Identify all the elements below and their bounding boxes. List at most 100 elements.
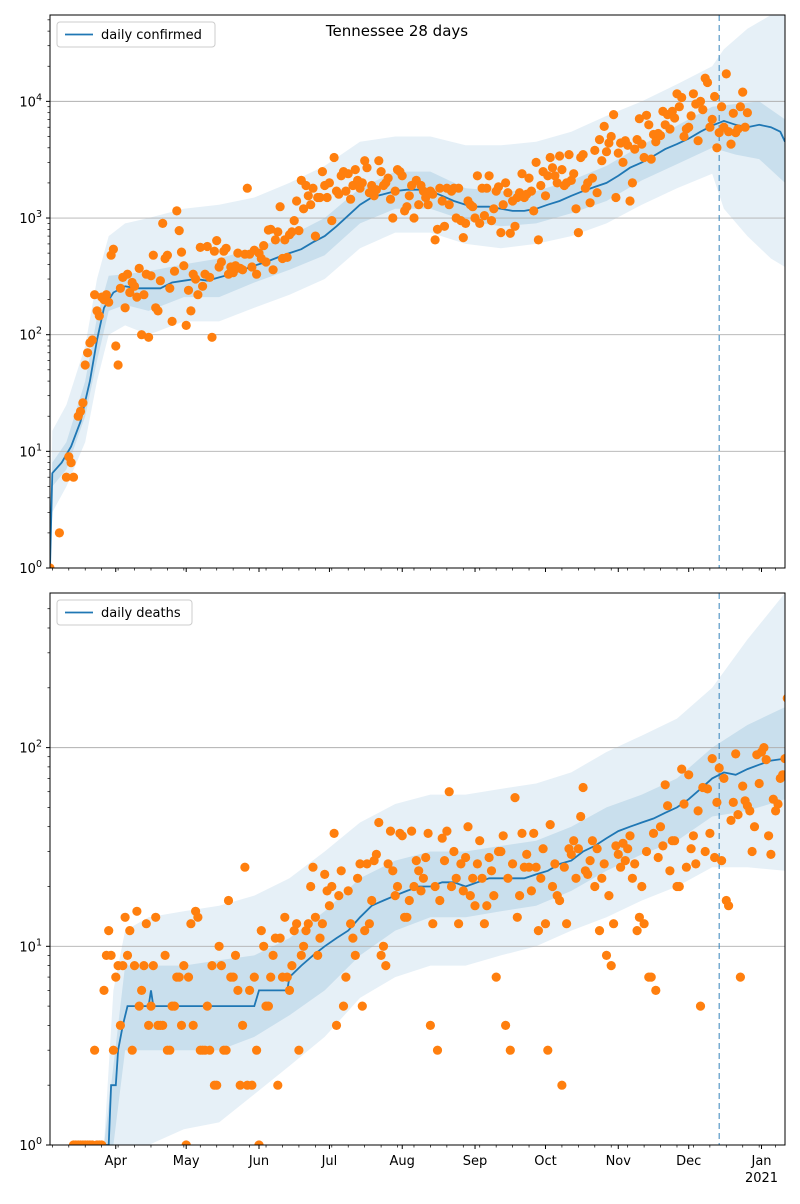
y-tick-label: 103 — [19, 209, 42, 227]
observed-point — [67, 458, 76, 467]
observed-point — [574, 228, 583, 237]
plot-area — [50, 593, 800, 1150]
observed-point — [146, 1002, 155, 1011]
y-tick-label: 100 — [19, 1136, 42, 1154]
observed-point — [109, 1046, 118, 1055]
observed-point — [487, 866, 496, 875]
observed-point — [433, 1046, 442, 1055]
observed-point — [177, 1021, 186, 1030]
observed-point — [468, 202, 477, 211]
observed-point — [637, 882, 646, 891]
observed-point — [391, 891, 400, 900]
observed-point — [640, 919, 649, 928]
observed-point — [269, 951, 278, 960]
observed-point — [647, 973, 656, 982]
observed-point — [271, 235, 280, 244]
observed-point — [532, 863, 541, 872]
observed-point — [273, 1081, 282, 1090]
observed-point — [398, 831, 407, 840]
observed-point — [304, 919, 313, 928]
observed-point — [630, 859, 639, 868]
observed-point — [790, 723, 799, 732]
observed-point — [755, 779, 764, 788]
observed-point — [304, 191, 313, 200]
observed-point — [217, 961, 226, 970]
observed-point — [426, 1021, 435, 1030]
observed-point — [146, 271, 155, 280]
observed-point — [78, 398, 87, 407]
observed-point — [602, 147, 611, 156]
observed-point — [384, 174, 393, 183]
observed-point — [116, 1021, 125, 1030]
chart-title: Tennessee 28 days — [325, 22, 468, 40]
observed-point — [231, 951, 240, 960]
observed-point — [546, 153, 555, 162]
observed-point — [170, 267, 179, 276]
observed-point — [414, 200, 423, 209]
observed-point — [224, 896, 233, 905]
observed-point — [658, 841, 667, 850]
observed-point — [222, 244, 231, 253]
observed-point — [405, 896, 414, 905]
observed-point — [245, 986, 254, 995]
observed-point — [346, 919, 355, 928]
observed-point — [785, 735, 794, 744]
observed-point — [116, 284, 125, 293]
observed-point — [168, 317, 177, 326]
observed-point — [557, 1081, 566, 1090]
observed-point — [724, 901, 733, 910]
observed-point — [475, 836, 484, 845]
observed-point — [285, 986, 294, 995]
x-tick-label: Sep — [463, 1154, 488, 1169]
observed-point — [88, 335, 97, 344]
observed-point — [562, 919, 571, 928]
observed-point — [428, 919, 437, 928]
plot-area — [45, 15, 785, 573]
observed-point — [402, 913, 411, 922]
observed-point — [449, 847, 458, 856]
observed-point — [541, 191, 550, 200]
observed-point — [487, 216, 496, 225]
observed-point — [687, 111, 696, 120]
observed-point — [391, 187, 400, 196]
observed-point — [311, 232, 320, 241]
observed-point — [792, 803, 800, 812]
observed-point — [210, 247, 219, 256]
observed-point — [712, 798, 721, 807]
y-tick-label: 100 — [19, 559, 42, 577]
observed-point — [701, 847, 710, 856]
observed-point — [489, 204, 498, 213]
observed-point — [348, 934, 357, 943]
observed-point — [344, 886, 353, 895]
observed-point — [445, 787, 454, 796]
observed-point — [454, 919, 463, 928]
observed-point — [287, 961, 296, 970]
observed-point — [736, 102, 745, 111]
observed-point — [548, 163, 557, 172]
observed-point — [358, 178, 367, 187]
observed-point — [532, 158, 541, 167]
observed-point — [569, 836, 578, 845]
observed-point — [689, 831, 698, 840]
observed-point — [158, 219, 167, 228]
observed-point — [647, 155, 656, 164]
observed-point — [773, 799, 782, 808]
observed-point — [149, 961, 158, 970]
observed-point — [125, 926, 134, 935]
x-tick-label: May — [173, 1154, 200, 1169]
observed-point — [130, 282, 139, 291]
observed-point — [123, 951, 132, 960]
observed-point — [527, 187, 536, 196]
observed-point — [388, 213, 397, 222]
x-tick-label: Nov — [606, 1154, 632, 1169]
x-tick-label: Dec — [676, 1154, 701, 1169]
observed-point — [625, 196, 634, 205]
observed-point — [435, 896, 444, 905]
observed-point — [586, 198, 595, 207]
observed-point — [327, 216, 336, 225]
observed-point — [372, 850, 381, 859]
observed-point — [513, 913, 522, 922]
observed-point — [527, 886, 536, 895]
observed-point — [569, 169, 578, 178]
observed-point — [733, 810, 742, 819]
